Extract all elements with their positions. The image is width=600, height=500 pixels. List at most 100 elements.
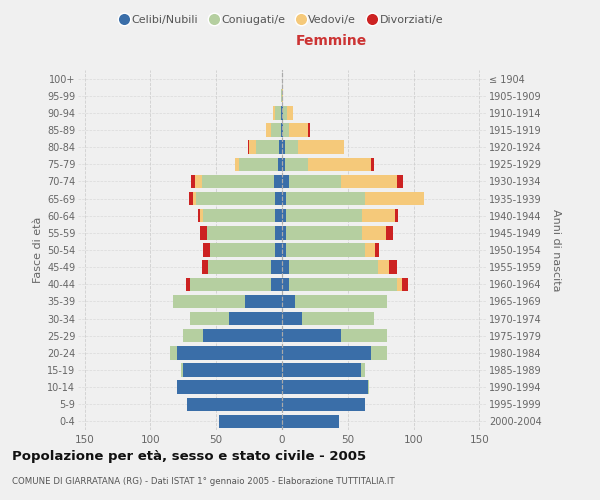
Text: COMUNE DI GIARRATANA (RG) - Dati ISTAT 1° gennaio 2005 - Elaborazione TUTTITALIA: COMUNE DI GIARRATANA (RG) - Dati ISTAT 1… [12,478,395,486]
Bar [282,140,284,154]
Bar [282,260,289,274]
Bar [208,260,271,274]
Text: Popolazione per età, sesso e stato civile - 2005: Popolazione per età, sesso e stato civil… [12,450,366,463]
Bar [188,192,193,205]
Bar [395,209,398,222]
Bar [289,278,397,291]
Bar [289,260,378,274]
Bar [302,312,374,326]
Bar [200,226,207,239]
Bar [282,192,286,205]
Bar [308,158,371,171]
Bar [275,226,282,239]
Legend: Celibi/Nubili, Coniugati/e, Vedovi/e, Divorziati/e: Celibi/Nubili, Coniugati/e, Vedovi/e, Di… [116,11,448,30]
Bar [286,209,362,222]
Bar [282,174,289,188]
Bar [397,278,402,291]
Bar [191,174,195,188]
Bar [275,192,282,205]
Bar [371,346,387,360]
Bar [289,174,341,188]
Bar [282,89,283,102]
Bar [365,244,376,256]
Bar [282,346,371,360]
Bar [173,294,245,308]
Bar [281,89,282,102]
Bar [282,414,338,428]
Bar [308,124,310,136]
Bar [183,364,282,376]
Bar [239,158,278,171]
Bar [275,106,281,120]
Bar [271,260,282,274]
Bar [256,140,280,154]
Bar [362,226,386,239]
Bar [282,312,302,326]
Bar [282,124,283,136]
Bar [286,244,365,256]
Bar [190,278,271,291]
Text: Femmine: Femmine [295,34,367,48]
Bar [282,398,365,411]
Bar [177,380,282,394]
Bar [282,106,283,120]
Bar [275,244,282,256]
Bar [193,192,196,205]
Bar [283,124,289,136]
Bar [281,106,282,120]
Bar [365,192,424,205]
Bar [282,380,368,394]
Bar [248,140,249,154]
Bar [298,140,344,154]
Bar [371,158,374,171]
Y-axis label: Fasce di età: Fasce di età [32,217,43,283]
Bar [183,329,203,342]
Bar [195,174,202,188]
Y-axis label: Anni di nascita: Anni di nascita [551,209,561,291]
Bar [284,158,308,171]
Bar [266,124,271,136]
Bar [271,124,281,136]
Bar [202,260,208,274]
Bar [177,346,282,360]
Bar [283,106,287,120]
Bar [187,398,282,411]
Bar [286,192,365,205]
Bar [282,226,286,239]
Bar [271,278,282,291]
Bar [282,329,341,342]
Bar [362,209,395,222]
Bar [198,209,200,222]
Bar [282,364,361,376]
Bar [229,312,282,326]
Bar [397,174,403,188]
Bar [249,140,256,154]
Bar [219,414,282,428]
Bar [196,192,275,205]
Bar [203,244,209,256]
Bar [286,226,362,239]
Bar [282,209,286,222]
Bar [275,209,282,222]
Bar [278,158,282,171]
Bar [389,260,397,274]
Bar [295,294,387,308]
Bar [376,244,379,256]
Bar [200,209,203,222]
Bar [289,124,308,136]
Bar [282,278,289,291]
Bar [273,106,275,120]
Bar [207,226,275,239]
Bar [280,140,282,154]
Bar [282,294,295,308]
Bar [386,226,392,239]
Bar [274,174,282,188]
Bar [368,380,369,394]
Bar [287,106,293,120]
Bar [284,140,298,154]
Bar [361,364,365,376]
Bar [341,174,397,188]
Bar [282,158,284,171]
Bar [203,329,282,342]
Bar [341,329,387,342]
